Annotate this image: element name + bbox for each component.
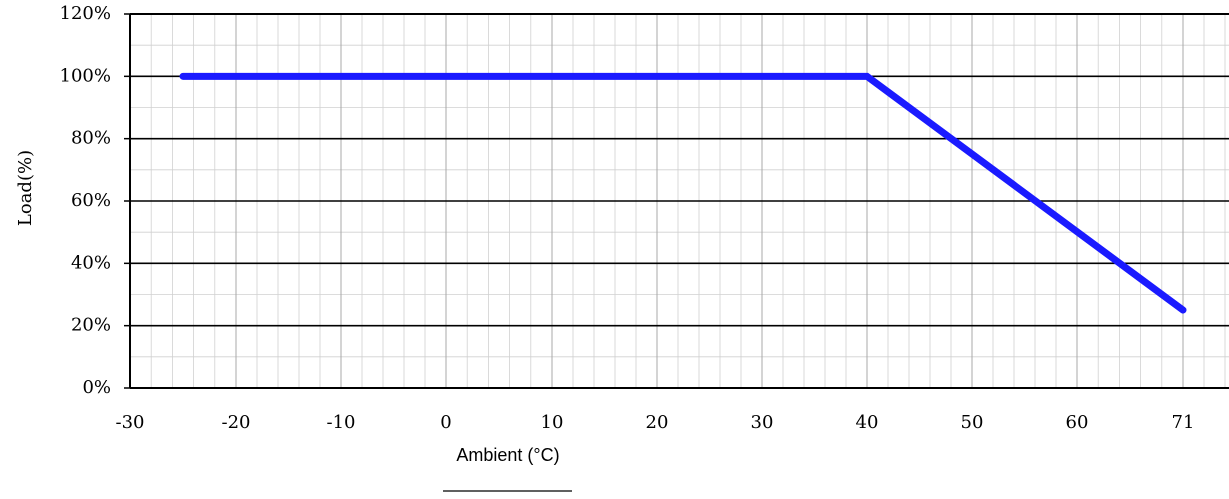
y-tick-label: 0% — [82, 377, 111, 398]
y-tick-label: 40% — [71, 252, 111, 273]
y-axis-title: Load(%) — [15, 150, 36, 226]
x-tick-label: -20 — [222, 412, 251, 433]
x-tick-label: 20 — [646, 412, 669, 433]
y-tick-labels: 0% 20% 40% 60% 80% 100% 120% — [60, 3, 130, 398]
x-tick-label: 71 — [1172, 412, 1195, 433]
major-grid — [130, 14, 1229, 388]
x-tick-label: -30 — [116, 412, 145, 433]
x-tick-label: -10 — [327, 412, 356, 433]
y-tick-label: 20% — [71, 315, 111, 336]
series-layer — [179, 72, 1187, 314]
y-tick-label: 120% — [60, 3, 111, 24]
load-derating-line — [179, 72, 1187, 314]
x-tick-label: 0 — [440, 412, 451, 433]
y-tick-label: 60% — [71, 190, 111, 211]
x-tick-label: 40 — [856, 412, 879, 433]
x-tick-label: 60 — [1066, 412, 1089, 433]
x-tick-labels: -30 -20 -10 0 10 20 30 40 50 60 71 — [116, 412, 1195, 433]
y-tick-label: 100% — [60, 65, 111, 86]
x-tick-label: 50 — [961, 412, 984, 433]
x-tick-label: 10 — [541, 412, 564, 433]
x-axis-title: Ambient (°C) — [456, 445, 559, 465]
x-tick-label: 30 — [751, 412, 774, 433]
y-tick-label: 80% — [71, 128, 111, 149]
